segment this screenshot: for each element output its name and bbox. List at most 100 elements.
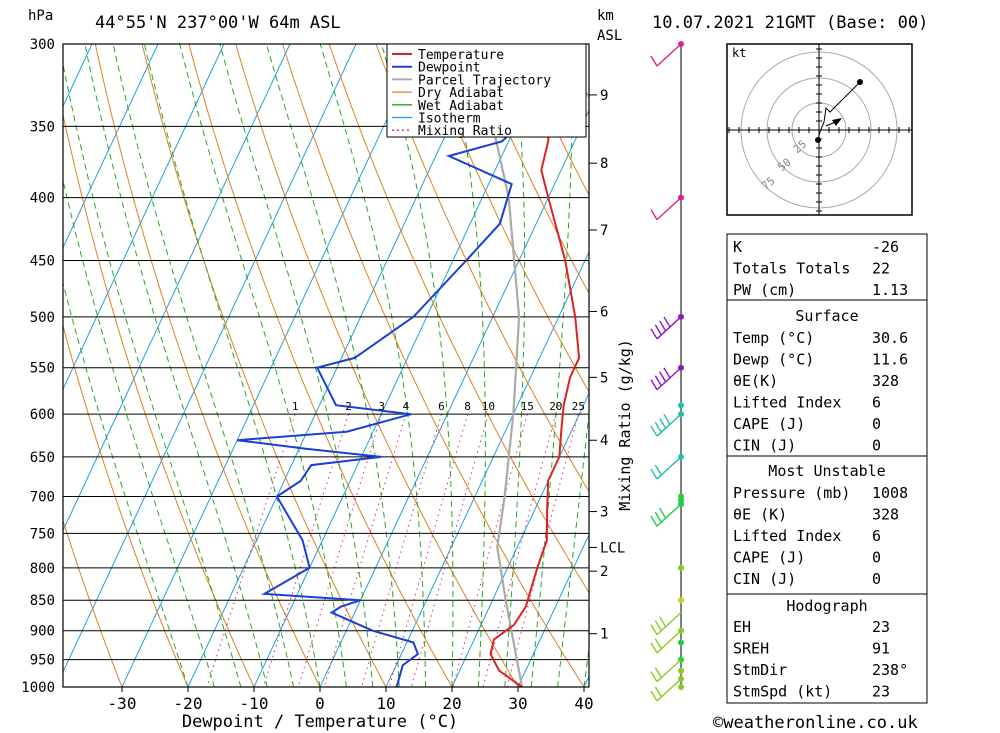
legend-entry: Isotherm [418,112,481,127]
km-tick-label: 3 [600,505,608,521]
mixing-ratio-value-label: 1 [292,400,299,413]
wet-adiabat-line [381,44,454,687]
pressure-tick-label: 700 [30,490,55,506]
temperature-tick-label: 10 [376,694,395,713]
general-index-value: 22 [872,260,890,278]
wind-barb-flag [650,328,658,340]
wind-barb-shaft [656,678,682,702]
surface-index-value: 0 [872,437,881,455]
mixing-ratio-value-label: 25 [572,400,585,413]
surface-index-value: 328 [872,372,899,390]
km-tick-label: 6 [600,304,608,320]
pressure-tick-label: 800 [30,561,55,577]
most-unstable-index-label: θE (K) [733,506,787,524]
wind-barb-flag [650,642,658,654]
wind-barb-flag [659,371,667,383]
wind-barb-flag [659,616,667,628]
pressure-tick-label: 600 [30,407,55,423]
temperature-line [489,44,581,687]
unit-label-asl: ASL [597,28,622,44]
location-title: 44°55'N 237°00'W 64m ASL [95,13,341,33]
most-unstable-index-label: Lifted Index [733,527,841,545]
wet-adiabat-line [319,44,427,687]
general-index-value: -26 [872,238,899,256]
hodograph-index-value: 238° [872,661,908,679]
km-tick-label: 9 [600,88,608,104]
wind-level-dot [678,667,684,674]
pressure-tick-label: 750 [30,526,55,542]
km-tick-label: 4 [600,433,608,449]
most-unstable-index-label: CAPE (J) [733,549,805,567]
most-unstable-index-value: 0 [872,549,881,567]
hodograph-start-dot [815,137,821,143]
mixing-ratio-value-label: 15 [521,400,534,413]
wind-barb-shaft [656,197,682,221]
surface-index-value: 30.6 [872,329,908,347]
temperature-tick-label: 20 [442,694,461,713]
dry-adiabat-line [469,44,589,295]
wind-barb-shaft [656,659,682,683]
wet-adiabat-line [557,408,589,687]
temperature-tick-label: 40 [574,694,593,713]
surface-index-label: CIN (J) [733,437,796,455]
wind-barb-flag [654,511,662,523]
pressure-tick-label: 550 [30,361,55,377]
wet-adiabat-line [504,44,526,687]
wet-adiabat-line [179,44,347,687]
wind-barb-flag [659,320,667,332]
mixing-ratio-value-label: 20 [549,400,562,413]
wind-barb-shaft [656,413,682,437]
mixing-ratio-value-label: 2 [345,400,352,413]
wind-barb-flag [654,667,662,679]
datetime-title: 10.07.2021 21GMT (Base: 00) [652,13,928,33]
hodograph-index-value: 91 [872,640,890,658]
unit-label-km: km [597,8,614,24]
most-unstable-index-value: 0 [872,570,881,588]
hodograph-index-label: SREH [733,640,769,658]
legend-entry: Dry Adiabat [418,86,504,101]
plot-frame [62,43,590,688]
mixing-ratio-value-label: 8 [464,400,471,413]
wet-adiabat-line [84,44,268,687]
surface-index-label: Dewp (°C) [733,351,814,369]
most-unstable-index-value: 1008 [872,484,908,502]
dry-adiabat-line [188,44,453,687]
general-index-value: 1.13 [872,281,908,299]
dry-adiabat-line [422,44,589,394]
legend-box [386,43,587,138]
most-unstable-index-label: Pressure (mb) [733,484,850,502]
wet-adiabat-line [530,44,574,687]
hodograph-trace [817,81,861,141]
hodograph-index-box [726,593,928,704]
wind-barb-flag [650,624,658,635]
wind-barb-flag [650,515,658,527]
copyright: ©weatheronline.co.uk [713,713,918,733]
legend-entry: Temperature [418,48,504,63]
km-tick-label: 7 [600,223,608,239]
wind-barb-flag [650,379,658,391]
pressure-tick-label: 1000 [21,680,55,696]
dry-adiabat-line [375,44,589,493]
wind-level-dot [678,684,684,690]
wet-adiabat-line [143,44,321,687]
surface-index-label: Temp (°C) [733,329,814,347]
km-tick-label: 5 [600,370,608,386]
unit-label-hpa: hPa [28,8,53,24]
wind-barb-flag [663,316,671,328]
hodograph-index-value: 23 [872,683,890,701]
hodograph-index-label: StmDir [733,661,787,679]
wind-barb-flag [650,671,658,682]
wind-barb-shaft [656,630,682,654]
hodograph-title: Hodograph [786,597,867,615]
pressure-tick-label: 900 [30,624,55,640]
wind-barb-shaft [656,503,682,527]
wind-barb-flag [650,690,658,702]
wind-level-dot [678,597,684,604]
wind-profile [650,41,684,702]
general-index-label: PW (cm) [733,281,796,299]
wind-barb-flag [663,367,671,379]
most-unstable-box [726,455,928,595]
mixing-ratio-axis-label: Mixing Ratio (g/kg) [616,339,634,511]
most-unstable-index-value: 328 [872,506,899,524]
